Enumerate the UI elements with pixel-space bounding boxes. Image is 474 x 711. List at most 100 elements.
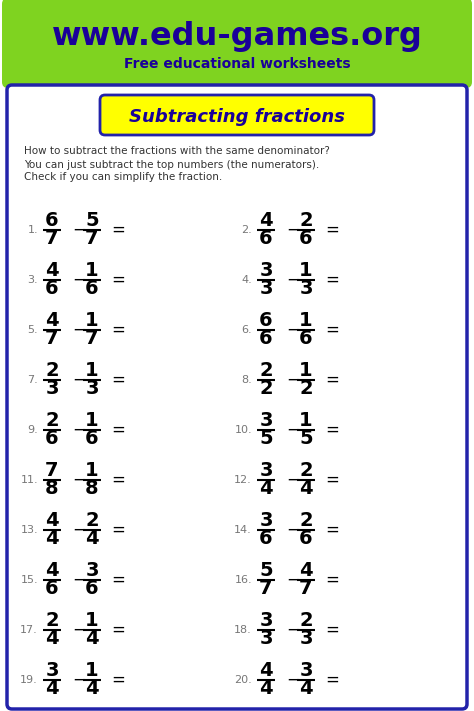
Text: 4: 4	[45, 311, 59, 331]
Text: 3: 3	[259, 629, 273, 648]
Text: =: =	[325, 621, 339, 639]
Text: =: =	[325, 521, 339, 539]
Text: 2: 2	[45, 611, 59, 631]
Text: How to subtract the fractions with the same denominator?: How to subtract the fractions with the s…	[24, 146, 330, 156]
Text: 4: 4	[45, 562, 59, 580]
Text: −: −	[72, 271, 86, 289]
Text: 1: 1	[299, 361, 313, 380]
Text: 1: 1	[85, 661, 99, 680]
Text: =: =	[325, 671, 339, 689]
Text: 2: 2	[299, 461, 313, 481]
Text: −: −	[72, 671, 86, 689]
Text: 3: 3	[299, 661, 313, 680]
FancyBboxPatch shape	[100, 95, 374, 135]
Text: 5: 5	[259, 562, 273, 580]
Text: 6: 6	[45, 429, 59, 449]
Text: −: −	[286, 671, 300, 689]
Text: 4: 4	[299, 562, 313, 580]
Text: 6: 6	[45, 579, 59, 599]
Text: 3: 3	[85, 380, 99, 398]
Text: 5: 5	[259, 429, 273, 449]
Text: 7.: 7.	[27, 375, 38, 385]
Text: =: =	[325, 271, 339, 289]
Text: 4: 4	[259, 211, 273, 230]
Text: 8: 8	[85, 479, 99, 498]
Text: 7: 7	[299, 579, 313, 599]
Text: =: =	[111, 471, 125, 489]
Text: 6: 6	[299, 530, 313, 548]
Text: 6: 6	[85, 429, 99, 449]
Text: 6: 6	[259, 230, 273, 249]
Text: 2: 2	[299, 211, 313, 230]
Text: 7: 7	[45, 461, 59, 481]
Text: −: −	[286, 421, 300, 439]
Text: =: =	[325, 471, 339, 489]
Text: =: =	[325, 321, 339, 339]
Text: 7: 7	[259, 579, 273, 599]
Text: 1: 1	[299, 311, 313, 331]
Text: 4: 4	[45, 511, 59, 530]
Text: =: =	[325, 421, 339, 439]
Text: 3: 3	[299, 629, 313, 648]
Text: −: −	[72, 621, 86, 639]
Text: 1: 1	[299, 262, 313, 281]
Text: 4: 4	[45, 530, 59, 548]
Text: 3: 3	[259, 412, 273, 430]
Text: −: −	[286, 321, 300, 339]
Text: −: −	[286, 221, 300, 239]
Text: 2: 2	[45, 361, 59, 380]
Text: 14.: 14.	[234, 525, 252, 535]
Text: 16.: 16.	[234, 575, 252, 585]
Text: 6: 6	[299, 329, 313, 348]
Text: 3: 3	[85, 562, 99, 580]
Text: 5: 5	[85, 211, 99, 230]
Text: 1.: 1.	[27, 225, 38, 235]
Text: 3: 3	[299, 279, 313, 299]
Text: −: −	[286, 521, 300, 539]
Text: 6: 6	[259, 530, 273, 548]
Text: 4: 4	[299, 479, 313, 498]
Text: 3: 3	[259, 461, 273, 481]
Text: 7: 7	[85, 329, 99, 348]
Text: 4: 4	[45, 680, 59, 698]
Text: =: =	[111, 371, 125, 389]
Text: 4: 4	[85, 530, 99, 548]
FancyBboxPatch shape	[7, 85, 467, 709]
Text: =: =	[111, 421, 125, 439]
Text: 3: 3	[45, 380, 59, 398]
Text: −: −	[286, 621, 300, 639]
Text: Free educational worksheets: Free educational worksheets	[124, 57, 350, 71]
Text: 2.: 2.	[241, 225, 252, 235]
Text: 7: 7	[45, 329, 59, 348]
Text: 3: 3	[259, 262, 273, 281]
Text: 5: 5	[299, 429, 313, 449]
Text: 4: 4	[45, 629, 59, 648]
Text: 20.: 20.	[234, 675, 252, 685]
Text: =: =	[111, 271, 125, 289]
Text: 6: 6	[45, 279, 59, 299]
Text: 2: 2	[259, 361, 273, 380]
Text: 3: 3	[259, 611, 273, 631]
Text: −: −	[72, 321, 86, 339]
Text: 5.: 5.	[27, 325, 38, 335]
Text: 2: 2	[299, 511, 313, 530]
Text: 6: 6	[259, 311, 273, 331]
Text: 2: 2	[259, 380, 273, 398]
Text: 2: 2	[85, 511, 99, 530]
Text: 7: 7	[85, 230, 99, 249]
FancyBboxPatch shape	[2, 0, 472, 88]
Text: 4: 4	[45, 262, 59, 281]
Text: 4: 4	[259, 661, 273, 680]
Text: =: =	[111, 621, 125, 639]
Text: −: −	[72, 471, 86, 489]
Text: 1: 1	[85, 311, 99, 331]
Text: 1: 1	[85, 611, 99, 631]
Text: 8: 8	[45, 479, 59, 498]
Text: 4: 4	[85, 629, 99, 648]
Text: =: =	[111, 671, 125, 689]
Text: 6.: 6.	[241, 325, 252, 335]
Text: 13.: 13.	[20, 525, 38, 535]
Text: 6: 6	[85, 279, 99, 299]
Text: 3: 3	[259, 279, 273, 299]
Text: 8.: 8.	[241, 375, 252, 385]
